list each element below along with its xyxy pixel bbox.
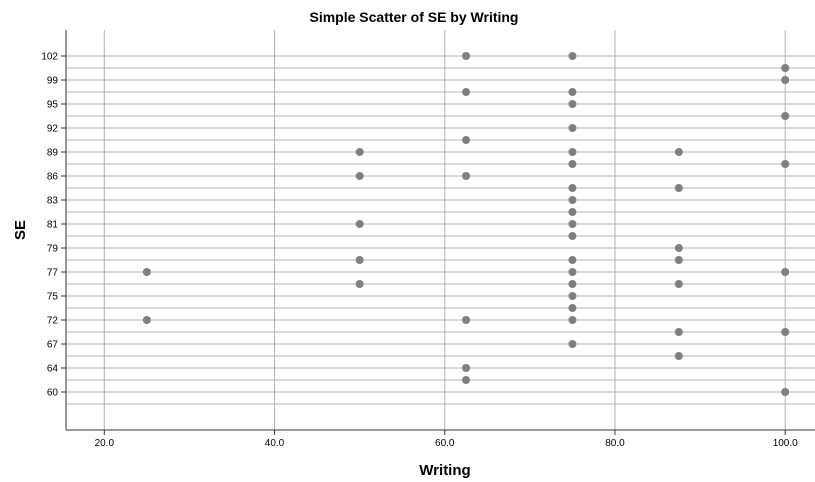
data-point [355, 256, 364, 264]
data-point [674, 352, 683, 360]
y-tick-label: 81 [47, 220, 59, 231]
y-tick-label: 60 [47, 388, 59, 399]
data-point [568, 196, 577, 204]
y-tick-label: 95 [47, 100, 59, 111]
data-point [355, 148, 364, 156]
data-point [674, 184, 683, 192]
data-points [142, 52, 790, 396]
data-point [568, 124, 577, 132]
data-point [568, 340, 577, 348]
y-axis-title: SE [12, 220, 29, 240]
y-tick-label: 64 [47, 364, 59, 375]
data-point [568, 280, 577, 288]
data-point [142, 268, 151, 276]
data-point [462, 364, 471, 372]
data-point [568, 148, 577, 156]
data-point [674, 280, 683, 288]
data-point [674, 148, 683, 156]
y-tick-label: 83 [47, 196, 59, 207]
data-point [674, 256, 683, 264]
data-point [781, 76, 790, 84]
data-point [355, 280, 364, 288]
data-point [781, 328, 790, 336]
data-point [568, 100, 577, 108]
x-axis-title: Writing [419, 462, 470, 479]
data-point [568, 220, 577, 228]
y-tick-label: 92 [47, 124, 59, 135]
data-point [355, 172, 364, 180]
data-point [462, 316, 471, 324]
y-tick-label: 72 [47, 316, 59, 327]
axes [65, 30, 815, 431]
x-tick-label: 60.0 [435, 438, 455, 449]
chart-title: Simple Scatter of SE by Writing [309, 9, 518, 25]
y-tick-label: 77 [47, 268, 59, 279]
y-tick-label: 89 [47, 148, 59, 159]
data-point [781, 268, 790, 276]
data-point [568, 208, 577, 216]
y-tick-label: 86 [47, 172, 59, 183]
x-tick-label: 20.0 [95, 438, 115, 449]
data-point [355, 220, 364, 228]
x-tick-label: 100.0 [773, 438, 798, 449]
grid-lines [66, 30, 815, 430]
data-point [462, 376, 471, 384]
data-point [462, 136, 471, 144]
y-tick-label: 75 [47, 292, 59, 303]
data-point [781, 388, 790, 396]
x-tick-label: 40.0 [265, 438, 285, 449]
data-point [674, 244, 683, 252]
tick-labels: 20.0 40.0 60.0 80.0 100.0 60 64 67 72 75 77 79 81 83 8… [41, 52, 798, 450]
data-point [781, 64, 790, 72]
x-tick-label: 80.0 [605, 438, 625, 449]
data-point [781, 160, 790, 168]
data-point [142, 316, 151, 324]
data-point [462, 88, 471, 96]
data-point [568, 88, 577, 96]
data-point [568, 184, 577, 192]
data-point [568, 304, 577, 312]
data-point [568, 256, 577, 264]
data-point [674, 328, 683, 336]
data-point [568, 232, 577, 240]
y-tick-label: 79 [47, 244, 59, 255]
data-point [568, 160, 577, 168]
y-tick-label: 99 [47, 76, 59, 87]
data-point [462, 172, 471, 180]
data-point [568, 52, 577, 60]
data-point [568, 316, 577, 324]
y-tick-label: 102 [41, 52, 58, 63]
y-tick-label: 67 [47, 340, 59, 351]
data-point [568, 292, 577, 300]
data-point [462, 52, 471, 60]
data-point [568, 268, 577, 276]
data-point [781, 112, 790, 120]
